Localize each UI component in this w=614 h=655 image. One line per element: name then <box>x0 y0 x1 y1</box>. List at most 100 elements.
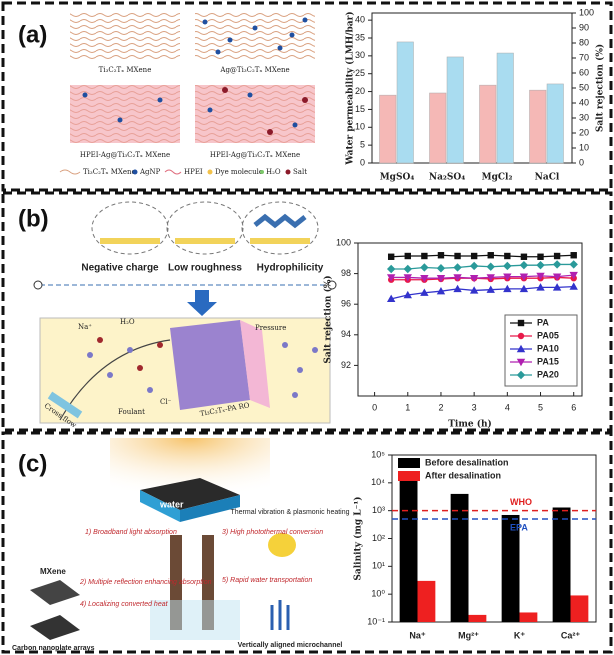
y-tick-label: 70 <box>579 52 589 62</box>
bar <box>552 507 571 622</box>
y-tick-label: 20 <box>355 86 365 96</box>
bar <box>446 56 464 164</box>
y-tick-label: 10⁰ <box>371 589 385 599</box>
step: 2) Multiple reflection enhancing absorpt… <box>79 579 212 586</box>
y-tick-label: 10⁵ <box>371 449 385 459</box>
y-tick-label: 40 <box>355 15 365 25</box>
label-bg <box>14 18 64 50</box>
y-tick-label: 60 <box>579 67 589 77</box>
x-tick-label: 5 <box>538 402 543 412</box>
point <box>503 261 512 271</box>
y-tick-label: 40 <box>579 97 589 107</box>
reference-label: WHO <box>510 497 532 507</box>
channel-label: Vertically aligned microchannel <box>238 642 343 649</box>
point <box>403 290 412 299</box>
carbon-label: Carbon nanoplate arrays <box>12 645 95 652</box>
legend-text: Salt <box>293 168 307 176</box>
divider-end <box>33 280 43 290</box>
legend-marker <box>517 332 525 340</box>
water-label: H₂O <box>120 318 135 326</box>
y-tick-label: 100 <box>579 7 594 17</box>
step: 3) High photothermal conversion <box>222 529 323 536</box>
y-tick-label: 30 <box>579 112 589 122</box>
arrow <box>187 290 217 316</box>
membrane-icon <box>250 238 310 244</box>
legend-marker <box>517 319 525 327</box>
x-tick-label: Na⁺ <box>409 630 426 640</box>
x-tick-label: 4 <box>505 402 510 412</box>
agnp <box>82 92 298 128</box>
point <box>421 252 428 260</box>
bar <box>379 94 397 164</box>
step: 5) Rapid water transportation <box>222 577 312 584</box>
step: 4) Localizing converted heat <box>80 601 169 608</box>
bar <box>501 514 520 622</box>
point <box>386 294 396 303</box>
y-tick-label: 0 <box>579 157 584 167</box>
channel-icon <box>270 600 290 630</box>
bar <box>429 92 447 164</box>
y-tick-label: 94 <box>341 329 351 339</box>
bubble <box>241 201 319 255</box>
axis-title: Salt rejection (%) <box>595 44 606 132</box>
legend-text: AgNP <box>139 168 161 176</box>
block-label: HPEI-Ag@Ti₃C₂Tₓ MXene <box>210 151 300 159</box>
point <box>469 274 479 283</box>
legend-text: After desalination <box>425 470 501 480</box>
y-tick-label: 5 <box>360 140 365 150</box>
legend-text: Dye molecule <box>215 168 263 176</box>
property-label: Low roughness <box>168 263 242 274</box>
point <box>570 252 577 259</box>
series-line <box>391 263 574 270</box>
property-label: Hydrophilicity <box>257 263 324 274</box>
x-tick-label: 3 <box>472 402 477 412</box>
axis-title: Time (h) <box>448 419 492 430</box>
y-tick-label: 10⁻¹ <box>367 616 385 626</box>
crossflow-arrow <box>47 391 83 419</box>
water-label: water <box>159 499 184 509</box>
axis-title: Salt rejection (%) <box>323 275 334 363</box>
x-tick-label: 2 <box>438 402 443 412</box>
membrane-icon <box>100 238 160 244</box>
agnp <box>202 17 308 55</box>
legend-text: PA10 <box>537 343 559 353</box>
panel-frame <box>1 1 613 192</box>
bar <box>396 41 414 164</box>
panel-label: (c) <box>18 450 47 477</box>
x-tick-label: 6 <box>571 402 576 412</box>
reference-label: EPA <box>510 522 528 532</box>
point <box>420 263 429 272</box>
axis-title: Water permeability (LMH/bar) <box>345 11 356 165</box>
point <box>436 286 446 295</box>
point <box>519 260 529 270</box>
bar <box>519 612 538 622</box>
legend-icon <box>59 169 81 175</box>
point <box>519 273 529 281</box>
x-tick-label: Mg²⁺ <box>458 630 479 640</box>
y-tick-label: 50 <box>579 82 589 92</box>
y-tick-label: 100 <box>336 237 351 247</box>
x-tick-label: Ca²⁺ <box>561 630 581 640</box>
layer <box>70 12 180 60</box>
panel-frame <box>1 431 613 654</box>
y-tick-label: 20 <box>579 127 589 137</box>
membrane-icon <box>175 238 235 244</box>
point <box>569 271 578 280</box>
salt <box>222 87 308 135</box>
legend-marker <box>516 358 526 367</box>
divider-end <box>327 280 337 290</box>
legend-text: PA <box>537 317 549 327</box>
bubble <box>166 201 244 255</box>
pressure-label: Pressure <box>255 324 286 332</box>
membrane <box>240 320 270 408</box>
bar <box>479 84 497 164</box>
y-tick-label: 92 <box>341 360 351 370</box>
schematic-b: Negative charge Low roughness Hydrophili… <box>33 201 337 430</box>
point <box>553 252 561 260</box>
x-tick-label: K⁺ <box>514 630 525 640</box>
legend-text: Ti₃C₂Tₓ MXene <box>83 168 136 176</box>
point <box>403 264 412 274</box>
point <box>453 274 462 282</box>
point <box>403 274 412 282</box>
